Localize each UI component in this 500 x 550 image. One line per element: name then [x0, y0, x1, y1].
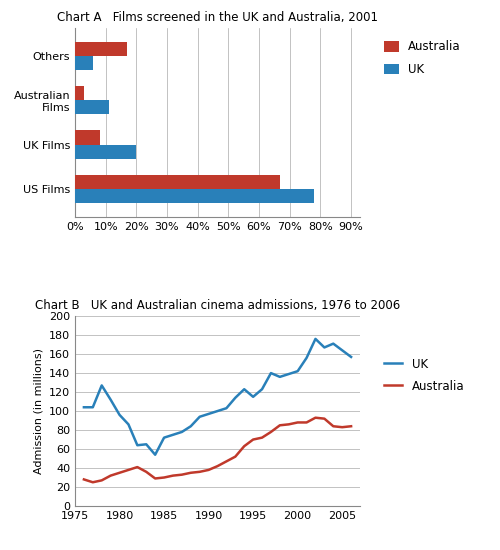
UK [294, 368, 300, 375]
Australia [339, 424, 345, 431]
Australia [304, 419, 310, 426]
Australia [277, 422, 283, 428]
Australia [330, 423, 336, 430]
UK [250, 393, 256, 400]
Australia [206, 466, 212, 473]
UK [312, 336, 318, 342]
UK [232, 394, 238, 401]
UK [161, 434, 167, 441]
Bar [75, 130, 100, 145]
Legend: Australia, UK: Australia, UK [378, 34, 468, 83]
UK [224, 405, 230, 411]
UK [108, 397, 114, 403]
Bar [75, 42, 127, 56]
Australia [348, 423, 354, 430]
Australia [179, 471, 185, 478]
Australia [241, 443, 247, 449]
UK [322, 344, 328, 351]
Bar [75, 145, 136, 158]
UK [179, 428, 185, 435]
UK [330, 340, 336, 347]
Bar [75, 189, 314, 203]
Australia [224, 458, 230, 465]
Australia [294, 419, 300, 426]
Australia [152, 475, 158, 482]
Bar [75, 86, 84, 100]
Australia [196, 469, 202, 475]
UK [143, 441, 149, 448]
UK [259, 386, 265, 393]
UK [170, 432, 176, 438]
Australia [322, 415, 328, 422]
Australia [134, 464, 140, 470]
Australia [143, 469, 149, 475]
Australia [188, 470, 194, 476]
UK [98, 382, 104, 389]
Line: UK: UK [84, 339, 351, 455]
Bar [75, 100, 108, 114]
Australia [232, 453, 238, 460]
Australia [250, 436, 256, 443]
UK [81, 404, 87, 410]
Australia [90, 479, 96, 486]
Australia [108, 472, 114, 479]
Australia [161, 474, 167, 481]
UK [90, 404, 96, 410]
UK [277, 373, 283, 380]
UK [339, 347, 345, 354]
Y-axis label: Admission (in millions): Admission (in millions) [34, 348, 43, 474]
Line: Australia: Australia [84, 417, 351, 482]
Title: Chart A   Films screened in the UK and Australia, 2001: Chart A Films screened in the UK and Aus… [57, 10, 378, 24]
Bar [75, 56, 94, 70]
Legend: UK, Australia: UK, Australia [378, 350, 471, 400]
UK [188, 423, 194, 430]
Australia [81, 476, 87, 483]
UK [304, 355, 310, 361]
UK [152, 452, 158, 458]
UK [126, 421, 132, 428]
UK [348, 354, 354, 360]
UK [214, 408, 220, 414]
Title: Chart B   UK and Australian cinema admissions, 1976 to 2006: Chart B UK and Australian cinema admissi… [35, 299, 400, 312]
Australia [259, 434, 265, 441]
Australia [170, 472, 176, 479]
Australia [268, 428, 274, 435]
UK [134, 442, 140, 449]
UK [286, 371, 292, 377]
UK [206, 411, 212, 417]
UK [268, 370, 274, 376]
Australia [116, 470, 122, 476]
Australia [126, 466, 132, 473]
Australia [214, 463, 220, 470]
Bar [75, 174, 280, 189]
Australia [286, 421, 292, 428]
Australia [98, 477, 104, 483]
UK [116, 411, 122, 418]
Australia [312, 414, 318, 421]
UK [241, 386, 247, 393]
UK [196, 414, 202, 420]
